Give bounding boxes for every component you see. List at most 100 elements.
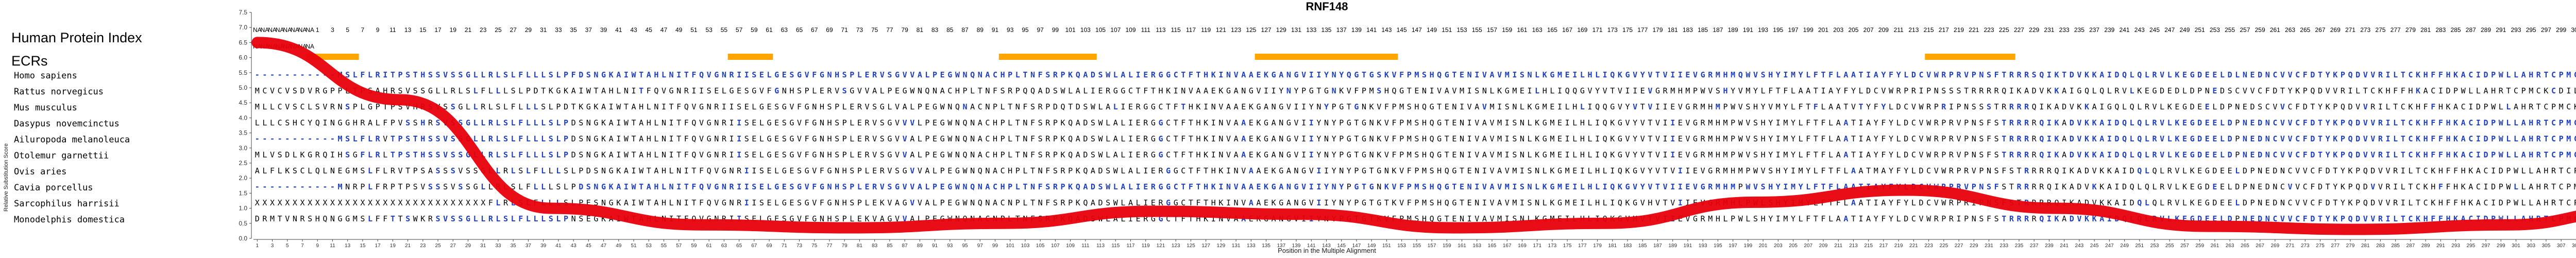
residue: L xyxy=(556,118,561,127)
residue: V xyxy=(420,182,425,191)
residue: L xyxy=(473,70,478,79)
residue: A xyxy=(1241,118,1246,127)
x-tick-label: 165 xyxy=(1488,243,1497,249)
residue: L xyxy=(1587,150,1592,159)
residue: V xyxy=(2092,198,2097,207)
residue: L xyxy=(1106,150,1110,159)
residue: L xyxy=(255,118,260,127)
residue: P xyxy=(2235,150,2240,159)
residue: V xyxy=(1437,86,1442,95)
residue: K xyxy=(1528,102,1532,111)
residue: F xyxy=(1196,198,1201,207)
residue: A xyxy=(1204,86,1208,95)
residue: G xyxy=(1166,198,1171,207)
residue: C xyxy=(1926,166,1931,175)
residue: L xyxy=(2235,166,2240,175)
residue: N xyxy=(338,102,343,111)
residue: S xyxy=(549,214,553,223)
residue: L xyxy=(647,102,651,111)
residue: H xyxy=(1001,70,1005,79)
residue: Y xyxy=(1332,150,1336,159)
residue: Y xyxy=(1874,150,1878,159)
residue: N xyxy=(1987,166,1991,175)
residue: A xyxy=(1482,150,1487,159)
residue: Q xyxy=(2055,166,2059,175)
residue: I xyxy=(669,118,674,127)
residue: L xyxy=(850,214,854,223)
residue: N xyxy=(2243,70,2247,79)
residue: I xyxy=(1316,166,1321,175)
residue: L xyxy=(518,102,523,111)
residue: N xyxy=(2265,150,2270,159)
residue: L xyxy=(1121,118,1125,127)
residue: M xyxy=(1723,166,1728,175)
residue: E xyxy=(1565,70,1570,79)
residue: G xyxy=(1158,214,1163,223)
residue: R xyxy=(1934,150,1939,159)
residue: G xyxy=(2182,102,2187,111)
residue: F xyxy=(2431,150,2435,159)
residue: K xyxy=(1249,102,1253,111)
residue: P xyxy=(398,70,402,79)
residue: R xyxy=(722,134,727,143)
residue: L xyxy=(857,182,862,191)
residue: E xyxy=(1452,134,1456,143)
residue: E xyxy=(338,166,343,175)
residue: G xyxy=(887,134,892,143)
residue: P xyxy=(918,102,922,111)
residue: I xyxy=(2055,182,2059,191)
residue: L xyxy=(323,166,327,175)
x-tick-label: 161 xyxy=(1458,243,1466,249)
residue: V xyxy=(1234,182,1239,191)
residue: D xyxy=(2243,198,2247,207)
protein-index-number: 71 xyxy=(841,26,849,34)
residue: P xyxy=(857,166,862,175)
residue: G xyxy=(1445,182,1449,191)
residue: D xyxy=(2318,86,2323,95)
residue: I xyxy=(752,198,756,207)
residue: K xyxy=(2408,102,2413,111)
residue: L xyxy=(2130,150,2134,159)
residue: F xyxy=(805,134,809,143)
residue: Y xyxy=(2333,182,2337,191)
residue: L xyxy=(503,86,508,95)
residue: T xyxy=(2559,166,2564,175)
residue: V xyxy=(699,134,704,143)
residue: K xyxy=(1384,70,1389,79)
residue: P xyxy=(1904,86,1908,95)
x-tick-label: 195 xyxy=(1714,243,1722,249)
residue: A xyxy=(2461,70,2466,79)
residue: P xyxy=(1407,182,1412,191)
residue: V xyxy=(895,118,900,127)
residue: L xyxy=(1828,118,1833,127)
residue: K xyxy=(2416,70,2420,79)
residue: I xyxy=(2476,70,2481,79)
residue: M xyxy=(2566,150,2571,159)
residue: L xyxy=(511,166,516,175)
x-tick-label: 187 xyxy=(1653,243,1662,249)
x-tick-label: 239 xyxy=(2045,243,2054,249)
residue: I xyxy=(1294,102,1299,111)
residue: I xyxy=(616,150,621,159)
residue: N xyxy=(2235,102,2240,111)
residue: M xyxy=(1791,182,1795,191)
residue: Y xyxy=(1889,214,1893,223)
residue: K xyxy=(1625,166,1630,175)
residue: F xyxy=(1030,134,1035,143)
residue: G xyxy=(345,118,350,127)
residue: Q xyxy=(2137,70,2142,79)
residue: S xyxy=(1422,182,1427,191)
residue: W xyxy=(1738,118,1743,127)
residue: V xyxy=(2280,70,2285,79)
residue: Y xyxy=(1324,182,1329,191)
residue: R xyxy=(1964,166,1969,175)
residue: N xyxy=(1475,166,1479,175)
residue: S xyxy=(473,166,478,175)
residue: L xyxy=(2145,70,2149,79)
residue: Q xyxy=(2039,214,2044,223)
residue: F xyxy=(1143,86,1148,95)
residue: L xyxy=(842,102,847,111)
residue: I xyxy=(1685,166,1690,175)
residue: G xyxy=(1437,214,1442,223)
residue: L xyxy=(436,86,440,95)
